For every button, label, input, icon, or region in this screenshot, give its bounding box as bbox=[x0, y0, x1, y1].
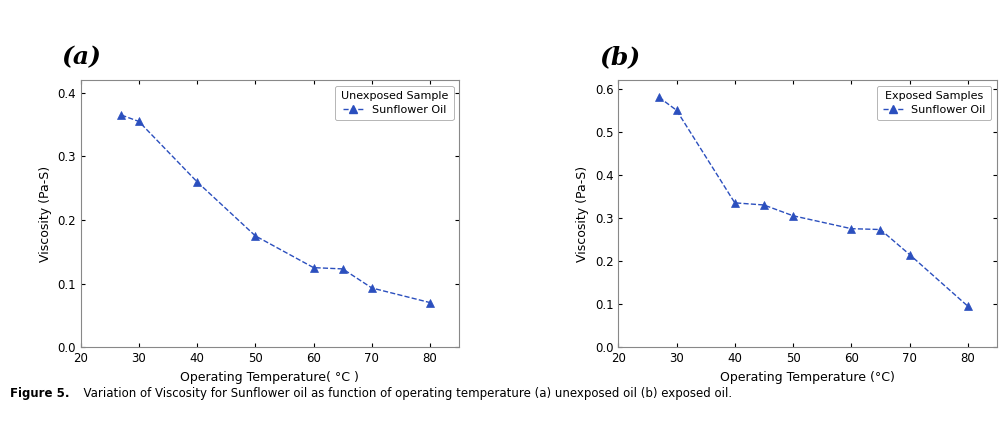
Y-axis label: Viscosity (Pa-S): Viscosity (Pa-S) bbox=[38, 166, 51, 262]
Y-axis label: Viscosity (Pa-S): Viscosity (Pa-S) bbox=[576, 166, 589, 262]
X-axis label: Operating Temperature (°C): Operating Temperature (°C) bbox=[720, 371, 895, 384]
Legend: Sunflower Oil: Sunflower Oil bbox=[335, 85, 454, 120]
Text: (b): (b) bbox=[599, 45, 640, 69]
Text: (a): (a) bbox=[61, 45, 102, 69]
X-axis label: Operating Temperature( °C ): Operating Temperature( °C ) bbox=[180, 371, 359, 384]
Text: Figure 5.: Figure 5. bbox=[10, 387, 69, 400]
Text: Variation of Viscosity for Sunflower oil as function of operating temperature (a: Variation of Viscosity for Sunflower oil… bbox=[76, 387, 732, 400]
Legend: Sunflower Oil: Sunflower Oil bbox=[877, 85, 991, 120]
